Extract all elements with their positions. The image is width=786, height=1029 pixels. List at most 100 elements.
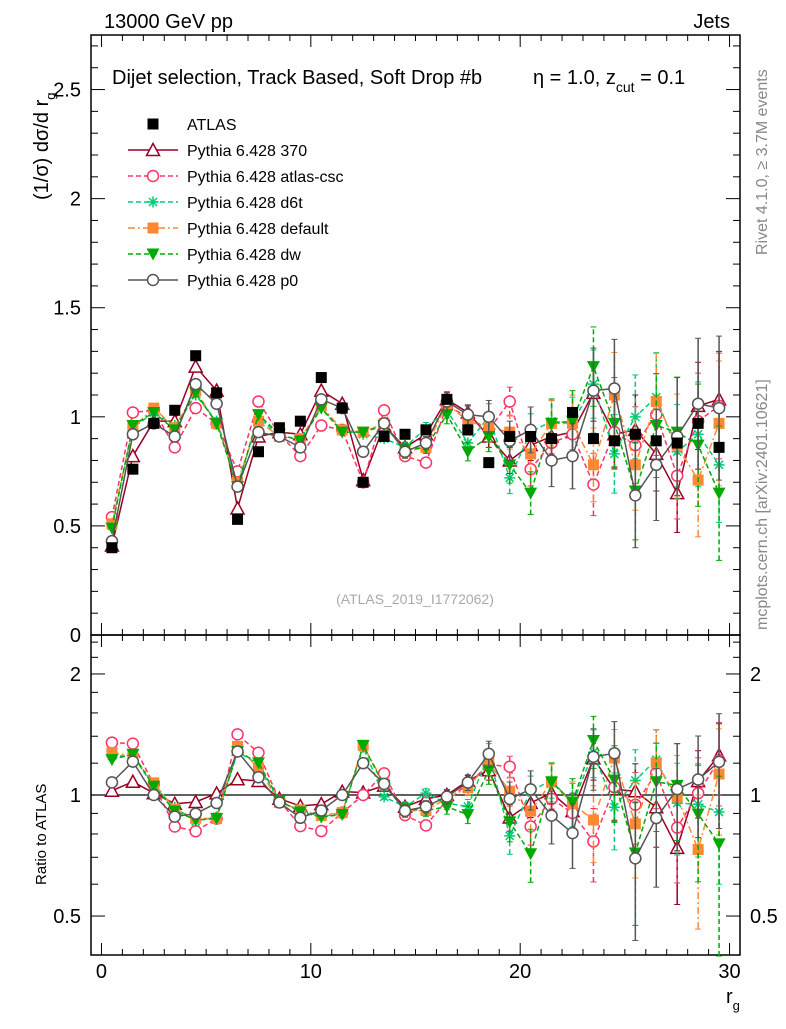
data-point (503, 792, 516, 806)
x-tick-label: 20 (509, 961, 531, 983)
legend-marker (146, 273, 160, 287)
data-point (419, 436, 433, 450)
data-point (524, 848, 538, 861)
data-point (294, 415, 306, 427)
data-point (524, 487, 538, 500)
data-point (273, 796, 286, 809)
data-point (713, 441, 725, 453)
x-tick-label: 10 (300, 961, 322, 983)
series-atlas (106, 350, 725, 554)
data-point (356, 756, 370, 770)
data-point (335, 788, 349, 802)
ratio-y-tick-label: 2 (70, 664, 81, 686)
legend-marker (146, 248, 160, 261)
data-point (148, 417, 160, 429)
ratio-y-tick-label-right: 0.5 (750, 906, 778, 928)
data-point (462, 424, 474, 436)
x-tick-label: 30 (718, 961, 740, 983)
data-point (525, 430, 537, 442)
data-point (566, 415, 580, 428)
y-tick-label: 1 (70, 407, 81, 429)
data-point (482, 410, 496, 424)
data-point (504, 472, 516, 484)
data-point (545, 417, 559, 430)
data-point (399, 428, 411, 440)
data-point (650, 811, 663, 825)
data-point (545, 454, 558, 467)
legend-item: Pythia 6.428 d6t (128, 195, 303, 212)
series-line (111, 364, 720, 529)
data-point (210, 813, 224, 826)
data-point (712, 401, 726, 415)
data-point (210, 397, 223, 410)
plot-title: Dijet selection, Track Based, Soft Drop … (112, 67, 482, 89)
data-point (503, 459, 517, 472)
legend-item: Pythia 6.428 370 (128, 141, 307, 160)
data-point (210, 417, 224, 430)
series-line (111, 738, 720, 856)
data-point (356, 739, 370, 752)
data-point (525, 805, 537, 817)
legend-label: ATLAS (187, 117, 237, 134)
legend-label: Pythia 6.428 dw (187, 247, 301, 264)
data-point (294, 441, 307, 454)
data-point (147, 406, 161, 419)
ratio-plot: 0 10 20 30 0.5 0.5 1 1 2 2 (53, 634, 778, 983)
data-point (231, 480, 244, 493)
ratio-y-tick-label: 1 (70, 785, 81, 807)
x-axis-label: rg (726, 986, 740, 1013)
data-point (210, 796, 223, 810)
data-point (587, 459, 599, 471)
data-point (629, 489, 642, 502)
series-line (111, 750, 720, 861)
data-point (104, 782, 120, 797)
data-point (126, 428, 140, 441)
data-point (691, 397, 705, 410)
plot-title-eta: η = 1.0, zcut = 0.1 (533, 67, 685, 95)
data-point (335, 809, 349, 822)
data-point (482, 430, 496, 443)
data-point (461, 809, 475, 822)
data-point (545, 809, 558, 822)
data-point (482, 764, 496, 777)
data-point (545, 776, 559, 789)
data-point (587, 814, 599, 826)
data-point (608, 382, 621, 395)
data-point (420, 424, 432, 436)
data-point (608, 435, 620, 447)
data-point (608, 448, 620, 460)
data-point (440, 790, 454, 803)
data-point (315, 824, 328, 838)
data-point (187, 793, 204, 809)
data-point (608, 747, 621, 760)
data-point (294, 811, 307, 825)
data-point (105, 736, 119, 749)
data-point (567, 406, 579, 418)
data-point (671, 437, 683, 449)
data-point (378, 430, 390, 442)
data-point (546, 433, 558, 445)
data-point (377, 404, 391, 417)
data-point (440, 801, 454, 814)
y-tick-label: 2.5 (53, 80, 81, 102)
header-right: Jets (693, 11, 730, 33)
data-point (377, 417, 391, 430)
data-point (650, 458, 663, 472)
data-point (629, 852, 642, 865)
data-point (273, 422, 285, 434)
data-point (566, 796, 580, 809)
series-pythia-6-428-p0-ratio (105, 713, 726, 941)
data-point (106, 542, 118, 554)
analysis-label: (ATLAS_2019_I1772062) (336, 591, 494, 607)
data-point (315, 419, 328, 432)
data-point (187, 358, 204, 373)
data-point (189, 807, 202, 820)
data-point (503, 760, 516, 773)
legend-marker (147, 196, 159, 208)
data-point (125, 773, 141, 788)
data-point (712, 838, 726, 851)
data-point (587, 384, 600, 397)
data-point (147, 788, 161, 802)
data-point (168, 430, 181, 443)
legend-item: ATLAS (147, 117, 237, 134)
